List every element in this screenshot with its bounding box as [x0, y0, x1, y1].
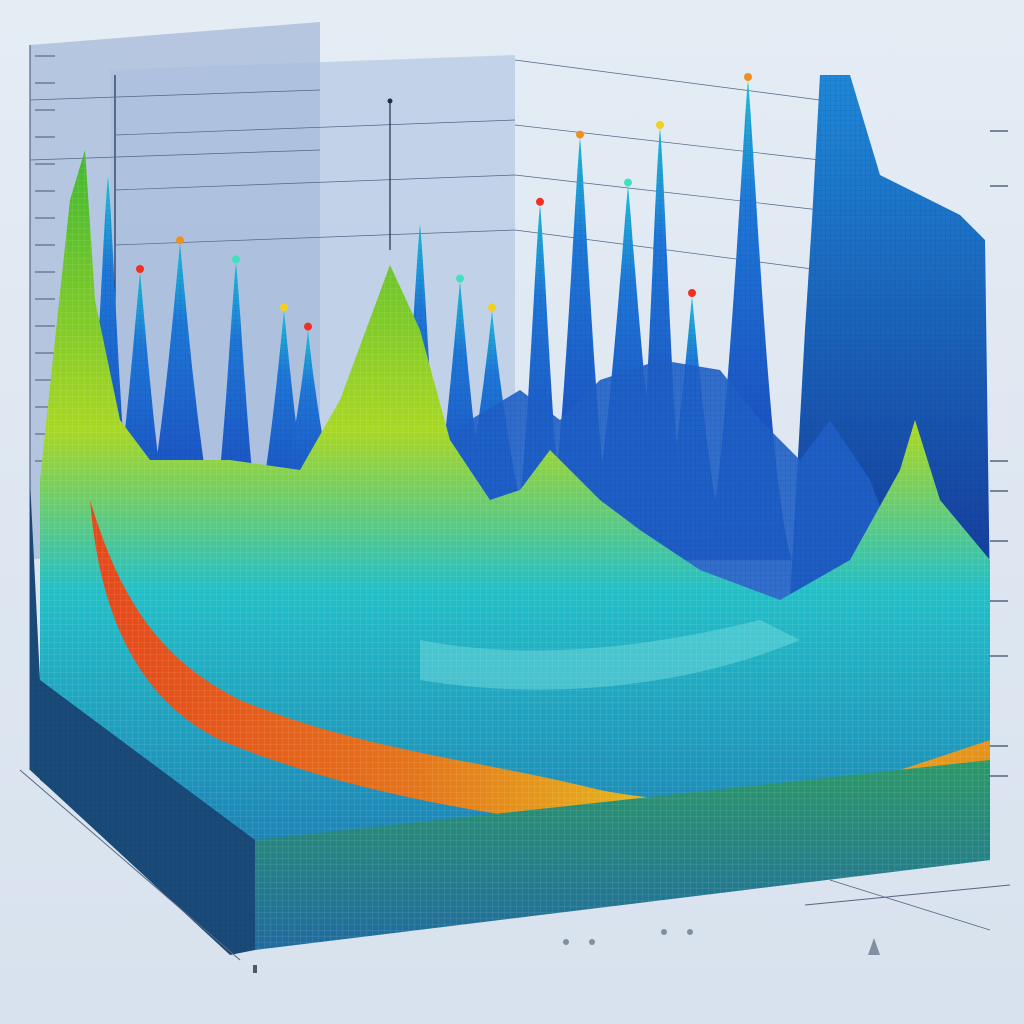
wall-grid-line — [114, 119, 516, 136]
peak-marker — [688, 289, 696, 297]
wall-grid-line — [114, 174, 516, 191]
right-tick-mark — [990, 745, 1008, 747]
peak-marker — [624, 178, 632, 187]
peak-marker — [304, 322, 312, 331]
left-tick-mark — [35, 190, 55, 192]
right-tick-mark — [990, 540, 1008, 542]
bottom-tick-marks — [253, 929, 880, 973]
left-tick-mark — [35, 163, 55, 165]
left-tick-mark — [35, 298, 55, 300]
pointer-line — [387, 98, 393, 250]
peak-marker — [536, 197, 544, 206]
peak-markers — [136, 73, 752, 331]
left-tick-mark — [35, 82, 55, 84]
wall-grid-line — [29, 89, 321, 101]
right-tick-mark — [990, 655, 1008, 657]
peak-marker — [656, 121, 664, 129]
wall-grid-line — [29, 149, 321, 161]
left-tick-mark — [35, 325, 55, 327]
right-tick-mark — [990, 185, 1008, 187]
left-tick-mark — [35, 352, 55, 354]
right-tick-mark — [990, 600, 1008, 602]
wall-grid-line — [514, 229, 821, 271]
peak-marker — [280, 303, 288, 312]
peak-marker — [488, 303, 496, 312]
right-tick-mark — [990, 130, 1008, 132]
left-tick-mark — [35, 244, 55, 246]
right-tick-mark — [990, 460, 1008, 462]
left-tick-mark — [35, 406, 55, 408]
right-tick-mark — [990, 490, 1008, 492]
wall-grid-line — [514, 59, 821, 101]
peak-marker — [576, 130, 584, 139]
wall-grid-line — [514, 124, 821, 161]
right-tick-mark — [990, 775, 1008, 777]
left-axis-ticks — [35, 55, 55, 462]
floor-axes — [19, 769, 1011, 961]
peak-marker — [456, 274, 464, 283]
left-tick-mark — [35, 271, 55, 273]
peak-marker — [744, 73, 752, 81]
left-tick-mark — [35, 379, 55, 381]
right-axis-ticks — [990, 130, 1008, 777]
left-tick-mark — [35, 136, 55, 138]
left-tick-mark — [35, 109, 55, 111]
left-tick-mark — [35, 55, 55, 57]
valley-highlight — [420, 620, 800, 690]
wall-grid-line — [514, 174, 821, 211]
left-tick-mark — [35, 217, 55, 219]
peak-marker — [176, 236, 184, 245]
peak-marker — [136, 265, 144, 273]
peak-marker — [232, 255, 240, 264]
